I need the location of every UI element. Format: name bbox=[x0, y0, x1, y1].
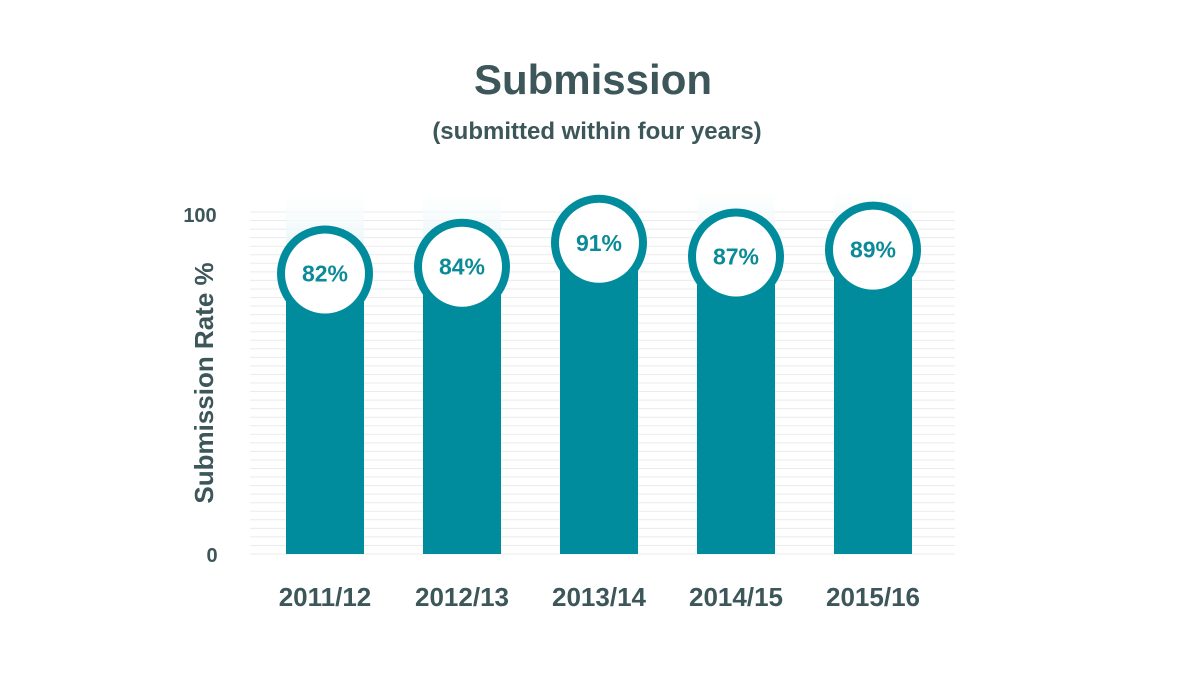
x-tick-label: 2015/16 bbox=[826, 582, 920, 612]
chart-title: Submission bbox=[474, 56, 712, 103]
data-label: 89% bbox=[850, 237, 896, 263]
x-tick-label: 2011/12 bbox=[279, 582, 372, 612]
data-label: 84% bbox=[439, 254, 485, 280]
value-marker bbox=[696, 216, 776, 297]
bar-2015/16 bbox=[834, 249, 912, 554]
y-tick-label-0: 0 bbox=[206, 545, 217, 567]
x-tick-labels: 2011/12 2012/13 2013/14 2014/15 2015/16 bbox=[279, 582, 920, 612]
y-tick-label-100: 100 bbox=[183, 205, 216, 227]
x-tick-label: 2012/13 bbox=[415, 582, 509, 612]
data-label: 82% bbox=[302, 261, 348, 287]
value-markers: 82% 84% 91% 87% 89% bbox=[277, 194, 921, 322]
bar-2013/14 bbox=[560, 242, 638, 554]
x-tick-label: 2014/15 bbox=[689, 582, 783, 612]
x-tick-label: 2013/14 bbox=[552, 582, 647, 612]
y-axis-label: Submission Rate % bbox=[189, 262, 219, 503]
value-marker bbox=[559, 202, 639, 283]
data-label: 87% bbox=[713, 243, 759, 269]
data-label: 91% bbox=[576, 230, 622, 256]
value-marker bbox=[422, 226, 502, 307]
value-marker bbox=[833, 209, 913, 290]
value-marker bbox=[285, 233, 365, 314]
bar-2014/15 bbox=[697, 256, 775, 554]
chart-subtitle: (submitted within four years) bbox=[432, 118, 761, 145]
